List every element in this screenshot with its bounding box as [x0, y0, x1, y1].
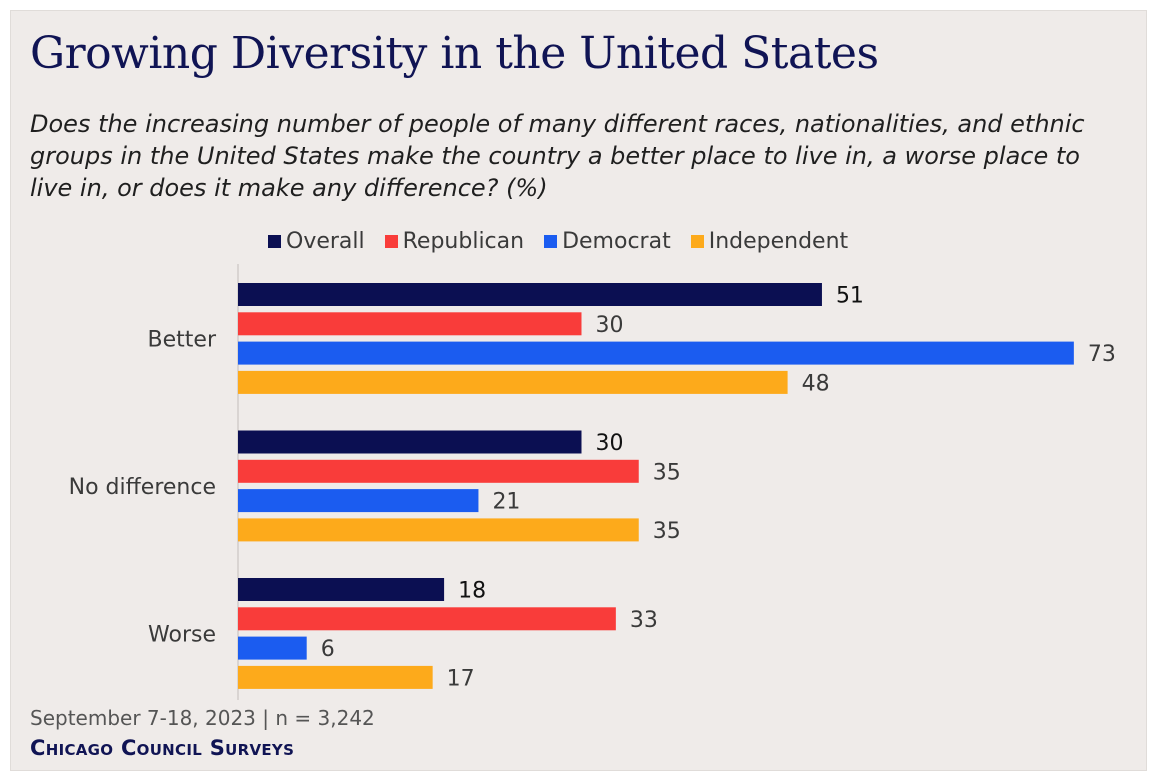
legend-item-overall: Overall — [268, 229, 365, 254]
legend-swatch-overall — [268, 234, 281, 248]
category-label: No difference — [69, 475, 216, 500]
bar-democrat-worse — [238, 636, 307, 660]
legend: Overall Republican Democrat Independent — [268, 226, 868, 256]
chart-title: Growing Diversity in the United States — [30, 28, 879, 79]
bar-democrat-better — [238, 341, 1074, 365]
bar-democrat-no-difference — [238, 489, 479, 513]
data-label: 33 — [630, 608, 658, 633]
legend-item-democrat: Democrat — [544, 229, 671, 254]
bar-republican-no-difference — [238, 459, 639, 483]
bar-independent-no-difference — [238, 518, 639, 542]
data-label: 35 — [653, 519, 681, 544]
legend-label-republican: Republican — [402, 228, 525, 254]
bar-independent-worse — [238, 665, 433, 689]
legend-label-democrat: Democrat — [562, 228, 671, 254]
data-label: 6 — [321, 637, 335, 662]
bar-overall-no-difference — [238, 430, 582, 454]
data-label: 30 — [596, 431, 624, 456]
data-label: 51 — [836, 284, 864, 309]
data-label: 18 — [458, 579, 486, 604]
bar-republican-worse — [238, 607, 616, 631]
legend-swatch-republican — [384, 234, 398, 248]
legend-item-republican: Republican — [384, 228, 525, 254]
legend-swatch-independent — [690, 234, 704, 248]
legend-label-overall: Overall — [286, 228, 365, 254]
footer-source: Chicago Council Surveys — [30, 736, 295, 760]
footer-date-sample: September 7-18, 2023 | n = 3,242 — [30, 706, 375, 730]
data-label: 35 — [653, 460, 681, 485]
data-label: 48 — [802, 371, 830, 396]
category-label: Worse — [148, 622, 216, 647]
data-label: 21 — [492, 490, 520, 515]
data-label: 17 — [447, 666, 475, 691]
bar-overall-better — [238, 283, 822, 306]
bar-independent-better — [238, 370, 788, 394]
bar-overall-worse — [238, 578, 445, 601]
bar-republican-better — [238, 312, 582, 336]
legend-swatch-democrat — [544, 234, 558, 248]
legend-item-independent: Independent — [690, 228, 849, 254]
data-label: 73 — [1088, 342, 1116, 367]
chart-subtitle: Does the increasing number of people of … — [30, 110, 1085, 202]
data-label: 30 — [596, 313, 624, 338]
legend-label-independent: Independent — [708, 228, 849, 254]
category-label: Better — [148, 327, 217, 352]
